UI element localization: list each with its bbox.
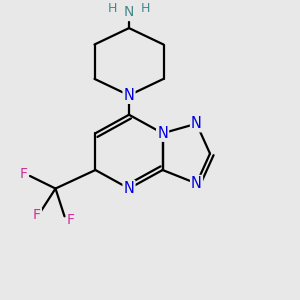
Text: H: H <box>108 2 117 15</box>
Text: H: H <box>141 2 150 15</box>
Text: N: N <box>124 4 134 19</box>
Text: N: N <box>191 116 202 131</box>
Text: N: N <box>124 181 134 196</box>
Text: F: F <box>20 167 27 182</box>
Text: N: N <box>191 176 202 191</box>
Text: N: N <box>124 88 134 103</box>
Text: N: N <box>157 126 168 141</box>
Text: F: F <box>33 208 41 222</box>
Text: F: F <box>67 213 75 227</box>
